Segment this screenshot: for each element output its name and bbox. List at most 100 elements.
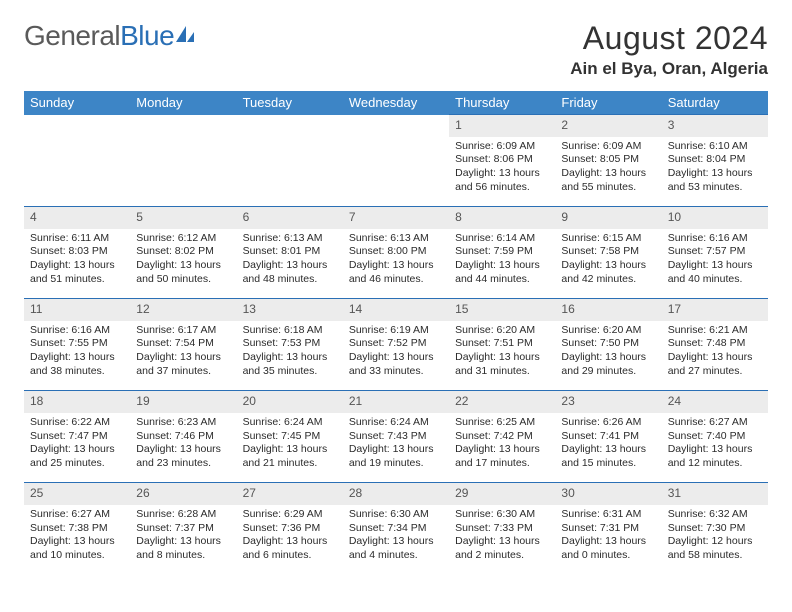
day-sr: Sunrise: 6:28 AM bbox=[136, 508, 230, 522]
day-data-row: Sunrise: 6:11 AMSunset: 8:03 PMDaylight:… bbox=[24, 229, 768, 299]
day-d1: Daylight: 13 hours bbox=[30, 259, 124, 273]
day-cell: Sunrise: 6:14 AMSunset: 7:59 PMDaylight:… bbox=[449, 229, 555, 299]
day-ss: Sunset: 7:47 PM bbox=[30, 430, 124, 444]
day-ss: Sunset: 7:38 PM bbox=[30, 522, 124, 536]
day-d2: and 44 minutes. bbox=[455, 273, 549, 287]
day-d2: and 23 minutes. bbox=[136, 457, 230, 471]
day-number bbox=[24, 115, 130, 137]
day-number: 12 bbox=[130, 299, 236, 321]
day-ss: Sunset: 7:30 PM bbox=[668, 522, 762, 536]
day-d2: and 51 minutes. bbox=[30, 273, 124, 287]
day-number: 9 bbox=[555, 207, 661, 229]
day-sr: Sunrise: 6:09 AM bbox=[561, 140, 655, 154]
day-cell: Sunrise: 6:32 AMSunset: 7:30 PMDaylight:… bbox=[662, 505, 768, 575]
day-cell bbox=[237, 137, 343, 207]
day-ss: Sunset: 7:50 PM bbox=[561, 337, 655, 351]
day-number: 17 bbox=[662, 299, 768, 321]
day-cell: Sunrise: 6:31 AMSunset: 7:31 PMDaylight:… bbox=[555, 505, 661, 575]
day-sr: Sunrise: 6:18 AM bbox=[243, 324, 337, 338]
day-ss: Sunset: 8:02 PM bbox=[136, 245, 230, 259]
day-sr: Sunrise: 6:12 AM bbox=[136, 232, 230, 246]
day-d2: and 2 minutes. bbox=[455, 549, 549, 563]
day-d1: Daylight: 13 hours bbox=[668, 351, 762, 365]
day-d2: and 46 minutes. bbox=[349, 273, 443, 287]
day-sr: Sunrise: 6:14 AM bbox=[455, 232, 549, 246]
day-sr: Sunrise: 6:16 AM bbox=[30, 324, 124, 338]
day-d2: and 6 minutes. bbox=[243, 549, 337, 563]
location: Ain el Bya, Oran, Algeria bbox=[570, 59, 768, 79]
day-d1: Daylight: 13 hours bbox=[455, 351, 549, 365]
day-d2: and 48 minutes. bbox=[243, 273, 337, 287]
day-d2: and 58 minutes. bbox=[668, 549, 762, 563]
day-cell: Sunrise: 6:18 AMSunset: 7:53 PMDaylight:… bbox=[237, 321, 343, 391]
day-number-row: 11121314151617 bbox=[24, 299, 768, 321]
day-d1: Daylight: 13 hours bbox=[136, 351, 230, 365]
day-sr: Sunrise: 6:17 AM bbox=[136, 324, 230, 338]
day-d2: and 0 minutes. bbox=[561, 549, 655, 563]
day-number: 8 bbox=[449, 207, 555, 229]
day-d2: and 19 minutes. bbox=[349, 457, 443, 471]
day-number: 26 bbox=[130, 483, 236, 505]
day-sr: Sunrise: 6:11 AM bbox=[30, 232, 124, 246]
day-ss: Sunset: 7:40 PM bbox=[668, 430, 762, 444]
weekday-header: Monday bbox=[130, 91, 236, 115]
day-cell bbox=[130, 137, 236, 207]
day-d2: and 38 minutes. bbox=[30, 365, 124, 379]
day-sr: Sunrise: 6:13 AM bbox=[349, 232, 443, 246]
day-cell: Sunrise: 6:30 AMSunset: 7:34 PMDaylight:… bbox=[343, 505, 449, 575]
day-ss: Sunset: 7:43 PM bbox=[349, 430, 443, 444]
day-sr: Sunrise: 6:13 AM bbox=[243, 232, 337, 246]
day-sr: Sunrise: 6:26 AM bbox=[561, 416, 655, 430]
day-d1: Daylight: 13 hours bbox=[455, 535, 549, 549]
day-d1: Daylight: 13 hours bbox=[30, 351, 124, 365]
day-d1: Daylight: 13 hours bbox=[455, 443, 549, 457]
day-d2: and 35 minutes. bbox=[243, 365, 337, 379]
logo-sail-icon bbox=[174, 24, 196, 46]
day-sr: Sunrise: 6:09 AM bbox=[455, 140, 549, 154]
day-cell: Sunrise: 6:28 AMSunset: 7:37 PMDaylight:… bbox=[130, 505, 236, 575]
day-number: 15 bbox=[449, 299, 555, 321]
day-sr: Sunrise: 6:22 AM bbox=[30, 416, 124, 430]
day-number bbox=[237, 115, 343, 137]
day-ss: Sunset: 7:46 PM bbox=[136, 430, 230, 444]
day-ss: Sunset: 7:42 PM bbox=[455, 430, 549, 444]
month-title: August 2024 bbox=[570, 20, 768, 57]
day-ss: Sunset: 7:37 PM bbox=[136, 522, 230, 536]
day-d2: and 25 minutes. bbox=[30, 457, 124, 471]
day-d2: and 21 minutes. bbox=[243, 457, 337, 471]
day-cell: Sunrise: 6:15 AMSunset: 7:58 PMDaylight:… bbox=[555, 229, 661, 299]
day-ss: Sunset: 8:04 PM bbox=[668, 153, 762, 167]
day-cell: Sunrise: 6:27 AMSunset: 7:38 PMDaylight:… bbox=[24, 505, 130, 575]
day-number: 14 bbox=[343, 299, 449, 321]
day-number: 28 bbox=[343, 483, 449, 505]
day-cell bbox=[24, 137, 130, 207]
day-sr: Sunrise: 6:21 AM bbox=[668, 324, 762, 338]
day-d1: Daylight: 13 hours bbox=[561, 535, 655, 549]
day-number-row: 25262728293031 bbox=[24, 483, 768, 505]
day-ss: Sunset: 7:53 PM bbox=[243, 337, 337, 351]
day-number: 24 bbox=[662, 391, 768, 413]
day-ss: Sunset: 7:58 PM bbox=[561, 245, 655, 259]
day-cell: Sunrise: 6:13 AMSunset: 8:01 PMDaylight:… bbox=[237, 229, 343, 299]
day-sr: Sunrise: 6:31 AM bbox=[561, 508, 655, 522]
day-ss: Sunset: 7:33 PM bbox=[455, 522, 549, 536]
day-d2: and 31 minutes. bbox=[455, 365, 549, 379]
day-d1: Daylight: 13 hours bbox=[349, 259, 443, 273]
day-d1: Daylight: 13 hours bbox=[561, 443, 655, 457]
day-ss: Sunset: 7:45 PM bbox=[243, 430, 337, 444]
day-d2: and 15 minutes. bbox=[561, 457, 655, 471]
day-number-row: 18192021222324 bbox=[24, 391, 768, 413]
day-sr: Sunrise: 6:29 AM bbox=[243, 508, 337, 522]
day-d1: Daylight: 13 hours bbox=[136, 259, 230, 273]
day-cell: Sunrise: 6:09 AMSunset: 8:06 PMDaylight:… bbox=[449, 137, 555, 207]
day-cell: Sunrise: 6:16 AMSunset: 7:55 PMDaylight:… bbox=[24, 321, 130, 391]
day-sr: Sunrise: 6:23 AM bbox=[136, 416, 230, 430]
day-cell: Sunrise: 6:22 AMSunset: 7:47 PMDaylight:… bbox=[24, 413, 130, 483]
day-d1: Daylight: 12 hours bbox=[668, 535, 762, 549]
day-cell: Sunrise: 6:29 AMSunset: 7:36 PMDaylight:… bbox=[237, 505, 343, 575]
day-sr: Sunrise: 6:15 AM bbox=[561, 232, 655, 246]
day-d1: Daylight: 13 hours bbox=[30, 535, 124, 549]
day-number: 3 bbox=[662, 115, 768, 137]
weekday-header: Saturday bbox=[662, 91, 768, 115]
day-number: 16 bbox=[555, 299, 661, 321]
